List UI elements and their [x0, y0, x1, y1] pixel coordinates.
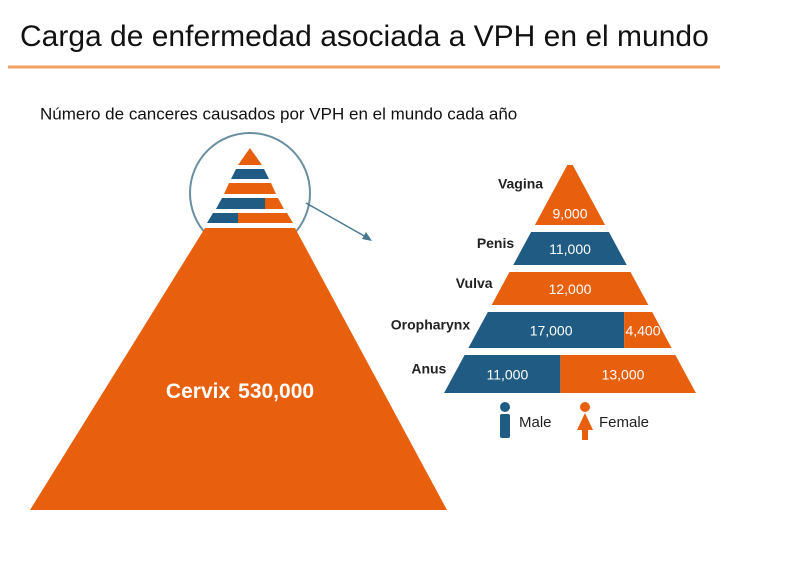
bar-segment	[534, 165, 606, 225]
bar-segment	[468, 312, 625, 348]
legend-icon	[500, 414, 510, 438]
slide-title: Carga de enfermedad asociada a VPH en el…	[20, 20, 709, 53]
bar-segment	[444, 355, 561, 393]
category-label: Oropharynx	[391, 317, 471, 333]
bar-segment	[624, 312, 672, 348]
thumb-tier	[216, 198, 265, 209]
legend-icon	[577, 413, 593, 440]
bar-segment	[560, 355, 696, 393]
legend-icon	[500, 402, 510, 412]
zoom-arrow	[305, 202, 367, 238]
cervix-label: Cervix 530,000	[166, 380, 314, 403]
cervix-value: 530,000	[238, 380, 314, 403]
thumb-tier	[207, 213, 238, 223]
category-label: Vulva	[456, 275, 493, 291]
value-label: 11,000	[549, 241, 591, 257]
thumb-tier	[224, 183, 276, 194]
thumb-tier	[231, 169, 269, 179]
bar-segment	[513, 232, 627, 265]
value-label: 13,000	[602, 367, 645, 383]
value-label: 12,000	[549, 281, 592, 297]
value-label: 17,000	[530, 323, 573, 339]
thumbnail	[189, 132, 372, 254]
cervix-category: Cervix	[166, 380, 231, 403]
category-label: Vagina	[498, 176, 543, 192]
category-label: Penis	[477, 235, 515, 251]
thumb-tier	[265, 198, 284, 209]
arrow-head	[362, 232, 372, 241]
value-label: 9,000	[552, 206, 587, 222]
legend-label: Male	[519, 414, 552, 431]
bar-segment	[491, 272, 649, 305]
cervix-area	[30, 228, 447, 510]
value-label: 11,000	[486, 367, 528, 383]
thumb-tier	[238, 213, 293, 223]
legend-icon	[580, 402, 590, 412]
legend-label: Female	[599, 414, 649, 431]
value-label: 4,400	[625, 323, 660, 339]
subtitle: Número de canceres causados por VPH en e…	[40, 104, 517, 123]
thumb-tier	[238, 148, 262, 165]
category-label: Anus	[411, 361, 446, 377]
